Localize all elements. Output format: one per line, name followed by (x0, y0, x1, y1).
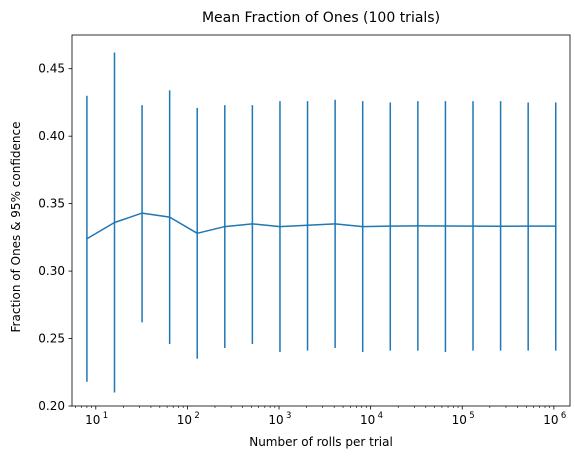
x-tick-exponent-2: 3 (286, 411, 291, 421)
y-tick-label-3: 0.35 (38, 197, 65, 211)
data-point-1 (113, 221, 116, 224)
y-tick-label-2: 0.30 (38, 264, 65, 278)
x-tick-exponent-0: 1 (103, 411, 108, 421)
x-tick-exponent-3: 4 (378, 411, 383, 421)
x-tick-exponent-5: 6 (561, 411, 566, 421)
x-tick-label-4: 10 (452, 413, 467, 427)
data-point-7 (279, 225, 281, 228)
mean-line-0 (86, 212, 556, 240)
data-point-15 (499, 225, 502, 227)
data-point-2 (141, 212, 143, 214)
x-tick-exponent-4: 5 (469, 411, 474, 421)
data-point-11 (389, 225, 391, 227)
chart-title: Mean Fraction of Ones (100 trials) (202, 10, 440, 26)
data-point-0 (86, 238, 88, 240)
x-tick-label-5: 10 (543, 413, 558, 427)
data-point-10 (362, 225, 364, 228)
x-tick-label-2: 10 (268, 413, 283, 427)
y-tick-label-1: 0.25 (38, 332, 65, 346)
y-axis-label: Fraction of Ones & 95% confidence (9, 122, 23, 333)
x-tick-exponent-1: 2 (194, 411, 199, 421)
x-tick-label-3: 10 (360, 413, 375, 427)
x-tick-label-1: 10 (177, 413, 192, 427)
y-tick-label-0: 0.20 (38, 399, 65, 413)
data-point-17 (555, 225, 557, 227)
data-point-3 (169, 216, 171, 218)
y-tick-label-5: 0.45 (38, 62, 65, 76)
data-point-14 (472, 225, 474, 227)
data-point-9 (334, 223, 336, 225)
data-point-4 (196, 232, 198, 234)
data-point-12 (417, 225, 419, 227)
data-point-13 (444, 225, 447, 227)
plot-frame (71, 34, 571, 407)
data-point-16 (527, 225, 529, 227)
x-tick-label-0: 10 (85, 413, 100, 427)
data-point-5 (224, 225, 226, 228)
data-point-6 (251, 223, 253, 225)
x-axis-label: Number of rolls per trial (249, 435, 393, 449)
y-tick-label-4: 0.40 (38, 129, 65, 143)
data-point-8 (306, 224, 309, 226)
